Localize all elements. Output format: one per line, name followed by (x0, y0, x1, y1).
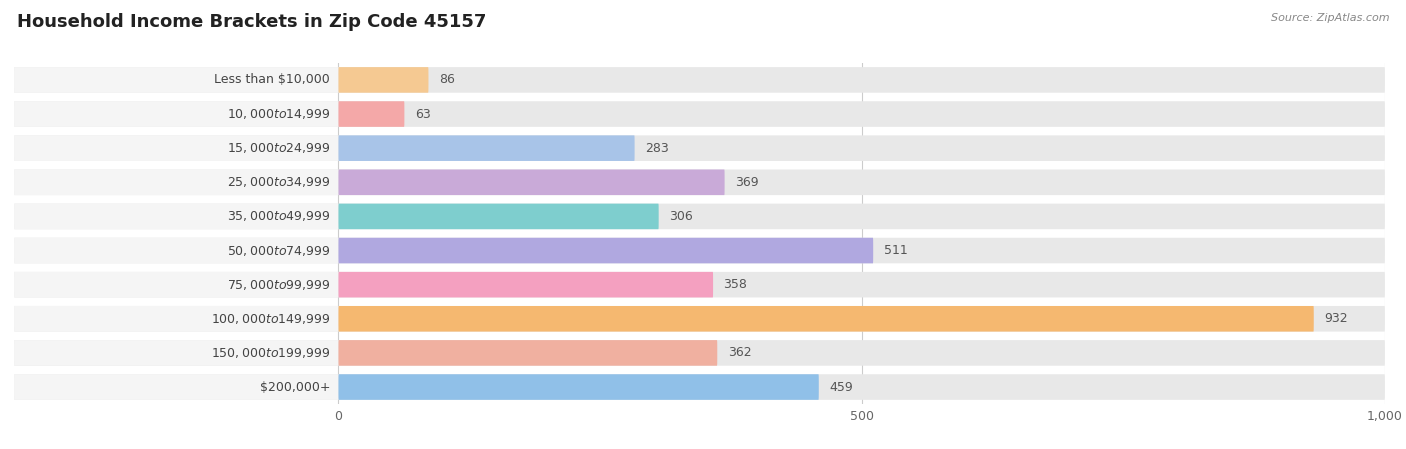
FancyBboxPatch shape (14, 101, 339, 127)
FancyBboxPatch shape (14, 204, 1385, 229)
Text: 306: 306 (669, 210, 693, 223)
FancyBboxPatch shape (339, 67, 429, 93)
Text: 86: 86 (439, 74, 454, 86)
FancyBboxPatch shape (14, 272, 1385, 298)
Text: 459: 459 (830, 381, 853, 393)
FancyBboxPatch shape (14, 306, 1385, 331)
FancyBboxPatch shape (14, 340, 339, 365)
FancyBboxPatch shape (14, 374, 1385, 400)
Text: $100,000 to $149,999: $100,000 to $149,999 (211, 312, 330, 326)
Text: $200,000+: $200,000+ (260, 381, 330, 393)
FancyBboxPatch shape (14, 136, 1385, 161)
FancyBboxPatch shape (14, 204, 339, 229)
FancyBboxPatch shape (339, 374, 818, 400)
Text: $35,000 to $49,999: $35,000 to $49,999 (226, 209, 330, 224)
Text: $25,000 to $34,999: $25,000 to $34,999 (226, 175, 330, 189)
FancyBboxPatch shape (14, 67, 339, 93)
FancyBboxPatch shape (339, 136, 634, 161)
Text: 369: 369 (735, 176, 759, 189)
FancyBboxPatch shape (14, 340, 1385, 365)
FancyBboxPatch shape (14, 101, 1385, 127)
FancyBboxPatch shape (14, 136, 339, 161)
FancyBboxPatch shape (339, 204, 658, 229)
FancyBboxPatch shape (14, 238, 1385, 263)
Text: $75,000 to $99,999: $75,000 to $99,999 (226, 277, 330, 292)
FancyBboxPatch shape (339, 306, 1313, 331)
FancyBboxPatch shape (339, 170, 724, 195)
FancyBboxPatch shape (339, 238, 873, 263)
Text: Less than $10,000: Less than $10,000 (214, 74, 330, 86)
Text: 932: 932 (1324, 313, 1348, 325)
Text: 63: 63 (415, 108, 430, 120)
Text: 362: 362 (728, 347, 751, 359)
FancyBboxPatch shape (14, 272, 339, 298)
Text: $50,000 to $74,999: $50,000 to $74,999 (226, 243, 330, 258)
FancyBboxPatch shape (14, 170, 339, 195)
FancyBboxPatch shape (14, 238, 339, 263)
FancyBboxPatch shape (14, 306, 339, 331)
FancyBboxPatch shape (339, 272, 713, 298)
Text: $150,000 to $199,999: $150,000 to $199,999 (211, 346, 330, 360)
FancyBboxPatch shape (14, 170, 1385, 195)
FancyBboxPatch shape (14, 67, 1385, 93)
Text: Household Income Brackets in Zip Code 45157: Household Income Brackets in Zip Code 45… (17, 13, 486, 31)
Text: $10,000 to $14,999: $10,000 to $14,999 (226, 107, 330, 121)
Text: Source: ZipAtlas.com: Source: ZipAtlas.com (1271, 13, 1389, 23)
FancyBboxPatch shape (14, 374, 339, 400)
Text: $15,000 to $24,999: $15,000 to $24,999 (226, 141, 330, 155)
FancyBboxPatch shape (339, 101, 405, 127)
Text: 511: 511 (883, 244, 907, 257)
FancyBboxPatch shape (339, 340, 717, 365)
Text: 358: 358 (724, 278, 748, 291)
Text: 283: 283 (645, 142, 669, 154)
